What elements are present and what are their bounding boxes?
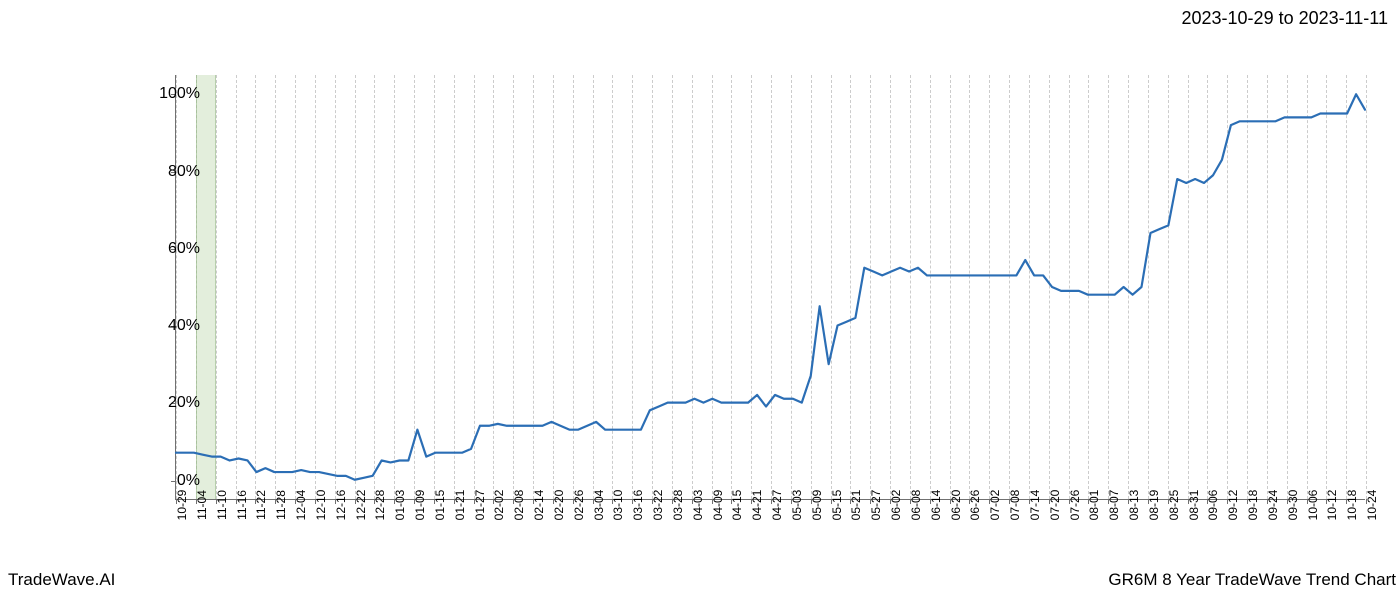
x-axis-label: 09-24 — [1266, 490, 1280, 521]
x-axis-label: 01-21 — [453, 490, 467, 521]
x-axis-label: 05-09 — [810, 490, 824, 521]
x-axis-label: 04-09 — [711, 490, 725, 521]
x-axis-label: 10-24 — [1365, 490, 1379, 521]
y-axis-label: 80% — [168, 163, 200, 181]
x-axis-label: 01-09 — [413, 490, 427, 521]
y-axis-label: 0% — [177, 472, 200, 490]
x-axis-label: 07-14 — [1028, 490, 1042, 521]
x-axis-label: 08-07 — [1107, 490, 1121, 521]
x-axis-label: 05-03 — [790, 490, 804, 521]
x-axis-label: 09-12 — [1226, 490, 1240, 521]
x-axis-label: 10-06 — [1306, 490, 1320, 521]
footer-brand: TradeWave.AI — [8, 570, 115, 590]
x-axis-label: 11-16 — [235, 490, 249, 520]
x-axis-label: 06-02 — [889, 490, 903, 521]
y-tick — [171, 481, 176, 482]
x-axis-label: 03-10 — [611, 490, 625, 521]
x-axis-label: 08-25 — [1167, 490, 1181, 521]
x-axis-label: 03-28 — [671, 490, 685, 521]
y-axis-label: 100% — [159, 85, 200, 103]
x-axis-label: 04-15 — [730, 490, 744, 521]
x-axis-label: 01-03 — [393, 490, 407, 521]
y-axis-label: 20% — [168, 394, 200, 412]
x-axis-label: 10-18 — [1345, 490, 1359, 521]
x-axis-label: 03-04 — [592, 490, 606, 521]
x-axis-label: 12-22 — [354, 490, 368, 521]
x-axis-label: 06-20 — [949, 490, 963, 521]
x-axis-label: 03-16 — [631, 490, 645, 521]
date-range: 2023-10-29 to 2023-11-11 — [1182, 8, 1389, 29]
x-axis-label: 08-01 — [1087, 490, 1101, 521]
x-axis-label: 05-27 — [869, 490, 883, 521]
x-axis-label: 02-14 — [532, 490, 546, 521]
x-axis-label: 05-15 — [830, 490, 844, 521]
x-axis-label: 10-12 — [1325, 490, 1339, 521]
x-axis-label: 06-08 — [909, 490, 923, 521]
x-axis-label: 11-10 — [215, 490, 229, 520]
x-axis-label: 09-30 — [1286, 490, 1300, 521]
x-axis-label: 07-26 — [1068, 490, 1082, 521]
x-axis-label: 11-28 — [274, 490, 288, 520]
x-axis-label: 04-21 — [750, 490, 764, 521]
y-axis-label: 40% — [168, 317, 200, 335]
x-axis-label: 07-02 — [988, 490, 1002, 521]
x-axis-label: 07-20 — [1048, 490, 1062, 521]
x-axis-label: 09-18 — [1246, 490, 1260, 521]
x-axis-label: 06-14 — [929, 490, 943, 521]
x-axis-label: 02-02 — [492, 490, 506, 521]
x-axis-label: 12-16 — [334, 490, 348, 521]
x-axis-label: 01-27 — [473, 490, 487, 521]
x-axis-label: 04-03 — [691, 490, 705, 521]
x-axis-label: 03-22 — [651, 490, 665, 521]
x-axis-label: 02-08 — [512, 490, 526, 521]
x-axis-label: 11-04 — [195, 490, 209, 520]
footer-title: GR6M 8 Year TradeWave Trend Chart — [1108, 570, 1396, 590]
x-axis-label: 11-22 — [254, 490, 268, 520]
x-axis-label: 09-06 — [1206, 490, 1220, 521]
gridline — [1366, 75, 1367, 499]
x-axis-label: 05-21 — [849, 490, 863, 521]
x-axis-label: 02-26 — [572, 490, 586, 521]
trend-line — [176, 75, 1365, 499]
x-axis-label: 10-29 — [175, 490, 189, 521]
x-axis-label: 12-28 — [373, 490, 387, 521]
plot-area — [175, 75, 1365, 500]
x-axis-label: 08-31 — [1187, 490, 1201, 521]
x-axis-label: 08-19 — [1147, 490, 1161, 521]
x-axis-label: 06-26 — [968, 490, 982, 521]
x-axis-label: 12-04 — [294, 490, 308, 521]
x-axis-label: 01-15 — [433, 490, 447, 521]
x-axis-label: 12-10 — [314, 490, 328, 521]
y-axis-label: 60% — [168, 240, 200, 258]
x-axis-label: 08-13 — [1127, 490, 1141, 521]
x-axis-label: 07-08 — [1008, 490, 1022, 521]
chart-area — [175, 75, 1365, 500]
x-axis-label: 02-20 — [552, 490, 566, 521]
x-axis-label: 04-27 — [770, 490, 784, 521]
